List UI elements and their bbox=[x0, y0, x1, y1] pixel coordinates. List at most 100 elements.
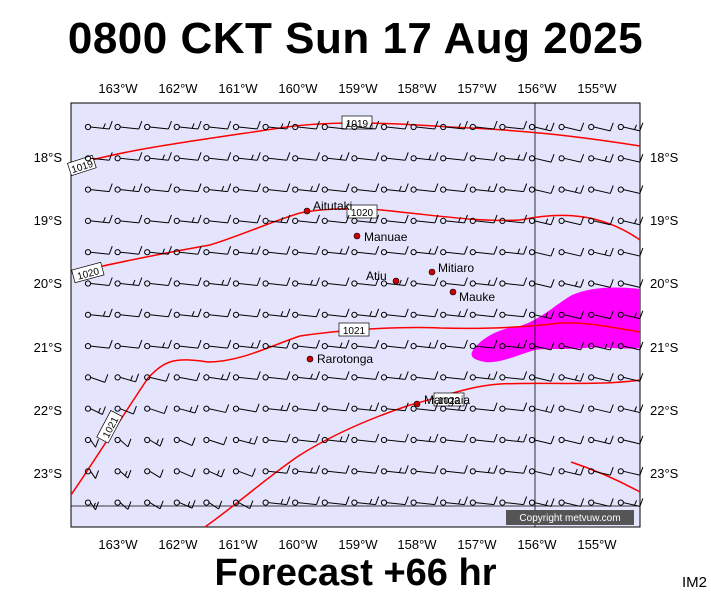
wind-barb bbox=[203, 214, 232, 224]
wind-barb bbox=[292, 339, 320, 350]
lon-label: 156°W bbox=[517, 537, 557, 552]
wind-barb bbox=[469, 308, 498, 318]
wind-barb bbox=[114, 183, 143, 193]
wind-barb bbox=[528, 122, 555, 132]
wind-barb bbox=[588, 153, 614, 163]
wind-barb bbox=[262, 277, 291, 287]
lat-labels-right: 18°S 19°S 20°S 21°S 22°S 23°S bbox=[650, 150, 679, 481]
wind-barb bbox=[380, 402, 409, 412]
wind-barb bbox=[528, 185, 555, 194]
wind-barb bbox=[114, 468, 132, 479]
wind-barb bbox=[173, 339, 202, 350]
wind-barb bbox=[173, 372, 201, 382]
wind-barb bbox=[292, 277, 320, 287]
wind-barb bbox=[232, 183, 261, 193]
wind-barb bbox=[173, 499, 196, 509]
wind-barb bbox=[469, 152, 498, 162]
wind-barb bbox=[499, 465, 528, 475]
isobar-label: 1022 bbox=[438, 396, 461, 407]
wind-barb bbox=[588, 279, 614, 288]
wind-barb bbox=[232, 499, 254, 510]
lon-label: 161°W bbox=[218, 81, 258, 96]
wind-barb bbox=[617, 153, 644, 163]
wind-barb bbox=[84, 405, 106, 415]
wind-barb bbox=[588, 466, 614, 476]
wind-barb bbox=[499, 183, 528, 193]
lon-label: 160°W bbox=[278, 537, 318, 552]
wind-barb bbox=[292, 120, 320, 131]
town-label: Mangaia bbox=[424, 393, 470, 407]
wind-barb bbox=[499, 214, 528, 224]
lat-label: 18°S bbox=[34, 150, 63, 165]
lon-label: 162°W bbox=[158, 81, 198, 96]
isobar-label: 1021 bbox=[343, 326, 366, 337]
forecast-label: Forecast +66 hr bbox=[214, 552, 497, 594]
isobar-1021 bbox=[70, 322, 641, 496]
wind-barb bbox=[351, 402, 380, 412]
isobar-1022 bbox=[204, 379, 641, 528]
wind-barb bbox=[84, 277, 113, 287]
wind-barb bbox=[410, 371, 439, 381]
wind-barb bbox=[114, 405, 137, 415]
wind-barb bbox=[84, 308, 113, 318]
wind-barb bbox=[499, 339, 528, 350]
wind-barb bbox=[588, 310, 614, 320]
wind-barb bbox=[469, 246, 498, 256]
wind-barb bbox=[84, 183, 113, 193]
rain-area bbox=[471, 287, 640, 363]
wind-barb bbox=[144, 339, 172, 350]
lon-label: 158°W bbox=[397, 537, 437, 552]
wind-barb bbox=[84, 436, 99, 448]
wind-barb bbox=[321, 214, 350, 224]
wind-barb bbox=[84, 468, 99, 479]
isobar-outer bbox=[570, 461, 641, 493]
wind-barb bbox=[440, 152, 468, 162]
towns: Aitutaki Manuae Atiu Mitiaro Mauke Rarot… bbox=[303, 199, 495, 408]
wind-barb bbox=[144, 120, 172, 131]
wind-barb bbox=[558, 373, 585, 382]
wind-barb bbox=[410, 277, 439, 287]
wind-barb bbox=[321, 277, 350, 287]
wind-barb bbox=[232, 308, 261, 318]
wind-barb bbox=[114, 373, 140, 383]
wind-barb bbox=[114, 308, 143, 318]
lon-label: 156°W bbox=[517, 81, 557, 96]
wind-barb bbox=[351, 120, 380, 131]
wind-barb bbox=[232, 214, 261, 224]
town-atiu: Atiu bbox=[366, 269, 400, 285]
wind-barb bbox=[469, 465, 498, 475]
wind-barb bbox=[351, 371, 380, 381]
wind-barb bbox=[321, 496, 350, 506]
wind-barb bbox=[203, 277, 232, 287]
wind-barb bbox=[617, 122, 644, 132]
wind-barb bbox=[499, 246, 528, 256]
wind-barb bbox=[528, 310, 555, 320]
wind-barb bbox=[292, 402, 320, 412]
wind-barb bbox=[114, 214, 143, 224]
wind-barb bbox=[499, 152, 528, 162]
wind-barb bbox=[410, 465, 439, 475]
wind-barb bbox=[144, 436, 164, 447]
wind-barb bbox=[84, 246, 113, 256]
wind-barb bbox=[262, 246, 291, 256]
wind-barb bbox=[380, 246, 409, 256]
lon-label: 159°W bbox=[338, 537, 378, 552]
wind-barb bbox=[144, 373, 170, 382]
wind-barb bbox=[203, 371, 231, 381]
wind-barb bbox=[528, 498, 555, 507]
wind-barb bbox=[351, 496, 380, 506]
wind-barb bbox=[410, 152, 439, 162]
wind-barb bbox=[173, 152, 202, 162]
wind-barb bbox=[588, 185, 614, 194]
wind-barb bbox=[144, 246, 172, 256]
wind-barb bbox=[262, 214, 291, 224]
wind-barb bbox=[114, 436, 132, 448]
wind-barb bbox=[499, 277, 528, 287]
wind-barb bbox=[558, 341, 585, 351]
wind-barb bbox=[410, 246, 439, 256]
wind-barb bbox=[558, 310, 585, 320]
wind-barb bbox=[588, 404, 614, 414]
wind-barb bbox=[173, 277, 202, 287]
wind-barb bbox=[203, 404, 230, 413]
lat-label: 21°S bbox=[34, 340, 63, 355]
